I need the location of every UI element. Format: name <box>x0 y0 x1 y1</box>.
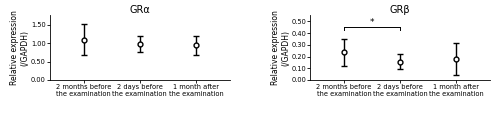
Y-axis label: Relative expression
(/GAPDH): Relative expression (/GAPDH) <box>270 10 290 85</box>
Title: GRα: GRα <box>130 5 150 15</box>
Title: GRβ: GRβ <box>390 5 410 15</box>
Text: *: * <box>370 18 374 27</box>
Y-axis label: Relative expression
(/GAPDH): Relative expression (/GAPDH) <box>10 10 29 85</box>
